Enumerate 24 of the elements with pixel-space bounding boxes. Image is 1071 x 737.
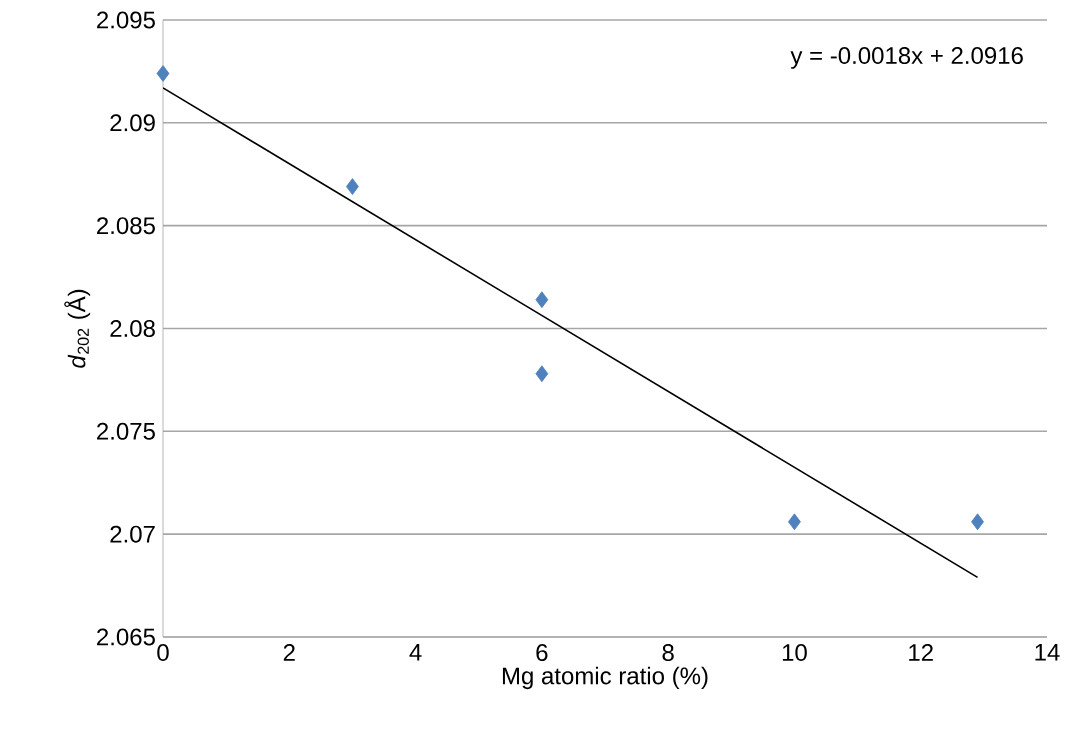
x-tick-label: 8 [662, 644, 674, 662]
annotation: y = -0.0018x + 2.0916 [790, 47, 1023, 69]
point [535, 291, 549, 309]
point [346, 178, 359, 195]
x-tick-label: 4 [409, 644, 422, 661]
point [971, 513, 984, 531]
x-tick-label: 0 [157, 644, 169, 662]
y-tick-label: 2.065 [97, 628, 155, 646]
y-axis-title: d$_{202}$ (Å) [64, 289, 91, 368]
point [156, 65, 170, 82]
y-tick-label: 2.095 [97, 11, 155, 29]
x-tick-label: 10 [782, 644, 807, 662]
y-tick-label: 2.085 [97, 217, 155, 235]
x-tick-label: 14 [1035, 644, 1060, 661]
y-tick-label: 2.075 [97, 422, 155, 440]
y-tick-label: 2.09 [110, 114, 155, 132]
x-axis-title: Mg atomic ratio (%) [502, 666, 708, 690]
y-tick-label: 2.07 [110, 525, 155, 543]
point [788, 513, 801, 531]
x-tick-label: 6 [536, 644, 548, 662]
y-tick-label: 2.08 [110, 320, 155, 337]
x-tick-label: 2 [283, 644, 295, 661]
x-tick-label: 12 [909, 644, 933, 661]
point [535, 365, 549, 383]
